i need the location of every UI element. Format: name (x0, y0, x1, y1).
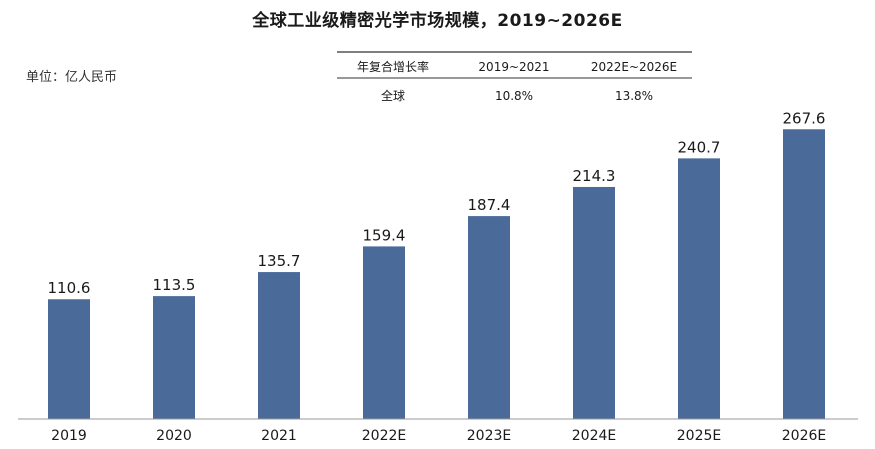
unit-label: 单位：亿人民币 (26, 70, 118, 85)
cagr-cell-0-0: 全球 (381, 88, 405, 103)
data-label-2023E: 187.4 (468, 196, 511, 214)
data-label-2025E: 240.7 (678, 138, 721, 156)
x-tick-label-2022E: 2022E (362, 428, 406, 444)
x-tick-label-2023E: 2023E (467, 428, 511, 444)
cagr-cell-0-2: 13.8% (615, 89, 653, 103)
data-label-2021: 135.7 (258, 252, 301, 270)
bar-2020 (153, 296, 195, 419)
x-tick-label-2025E: 2025E (677, 428, 721, 444)
cagr-header-1: 2019~2021 (478, 60, 549, 74)
cagr-header-0: 年复合增长率 (357, 59, 429, 74)
bars-layer: 110.6 2019 113.5 2020 135.7 2021 159.4 2022E 187… (48, 109, 827, 444)
bar-2025E (678, 158, 720, 419)
bar-2024E (573, 186, 615, 419)
data-label-2022E: 159.4 (363, 226, 406, 244)
data-label-2020: 113.5 (153, 276, 196, 294)
data-label-2024E: 214.3 (573, 167, 616, 185)
x-tick-label-2019: 2019 (51, 428, 87, 444)
cagr-cell-0-1: 10.8% (495, 89, 533, 103)
cagr-header-2: 2022E~2026E (591, 60, 677, 74)
bar-2021 (258, 272, 300, 419)
data-label-2026E: 267.6 (783, 109, 826, 127)
bar-2022E (363, 246, 405, 419)
bar-2023E (468, 216, 510, 419)
x-tick-label-2021: 2021 (261, 428, 297, 444)
bar-2019 (48, 299, 90, 419)
x-tick-label-2024E: 2024E (572, 428, 616, 444)
x-tick-label-2020: 2020 (156, 428, 192, 444)
cagr-table: 年复合增长率 2019~2021 2022E~2026E 全球 10.8% 13.8% (337, 51, 692, 103)
bar-2026E (783, 129, 825, 420)
chart-title: 全球工业级精密光学市场规模，2019~2026E (252, 11, 623, 31)
data-label-2019: 110.6 (48, 279, 91, 297)
x-tick-label-2026E: 2026E (782, 428, 826, 444)
